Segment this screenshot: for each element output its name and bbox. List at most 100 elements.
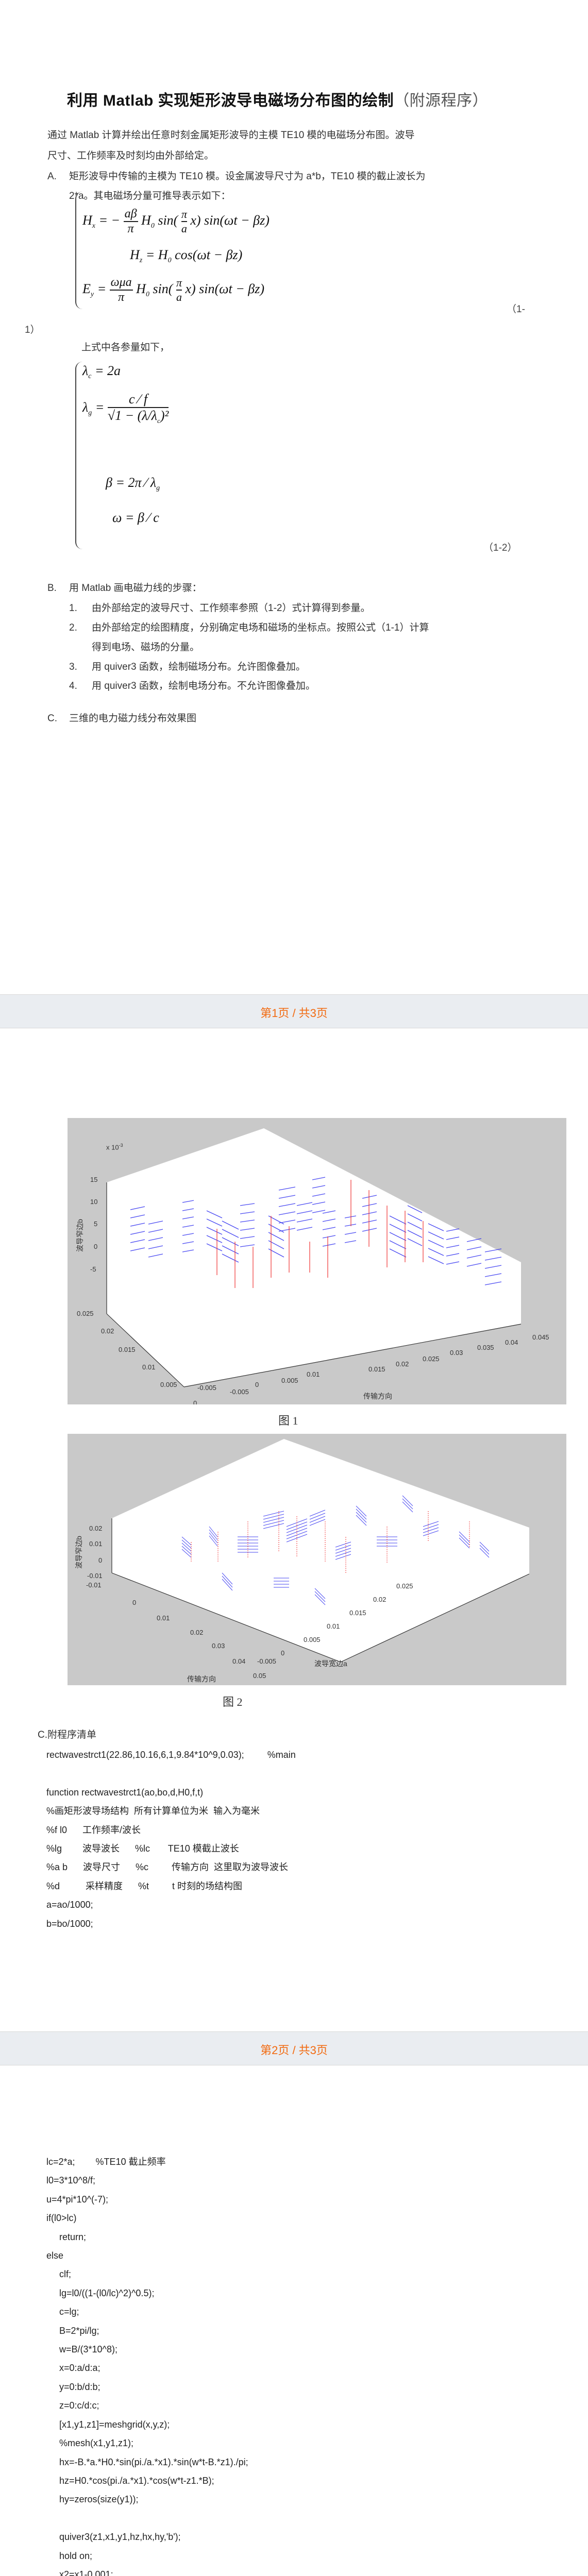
- code-line: c=lg;: [46, 2307, 79, 2317]
- y-tick: 0.005: [160, 1381, 177, 1388]
- intro-line-1: 通过 Matlab 计算并绘出任意时刻金属矩形波导的主模 TE10 模的电磁场分…: [47, 130, 415, 141]
- code-line: function rectwavestrct1(ao,bo,d,H0,f,t): [46, 1787, 204, 1798]
- z-axis-label: 波导窄边b: [74, 1536, 83, 1569]
- code-line: x=0:a/d:a;: [46, 2363, 100, 2374]
- equation-lambda-c: λc = 2a: [82, 363, 121, 381]
- z-tick: 15: [90, 1176, 98, 1183]
- z-tick: -5: [90, 1265, 96, 1273]
- x-tick: 0.03: [450, 1349, 463, 1357]
- x-tick: 0.01: [307, 1370, 320, 1378]
- x-tick: 0.015: [368, 1365, 385, 1373]
- step-text: 用 quiver3 函数，绘制磁场分布。允许图像叠加。: [92, 662, 306, 672]
- code-line: [46, 2509, 423, 2528]
- code-line: lc=2*a; %TE10 截止频率: [46, 2157, 166, 2167]
- step-number: 4.: [69, 681, 77, 691]
- x-tick: 0.04: [232, 1657, 246, 1665]
- title-main: 利用 Matlab 实现矩形波导电磁场分布图的绘制: [67, 92, 394, 109]
- left-brace: [75, 192, 82, 309]
- code-listing-page-3: lc=2*a; %TE10 截止频率 l0=3*10^8/f; u=4*pi*1…: [46, 2153, 423, 2576]
- x-tick: -0.005: [230, 1388, 249, 1396]
- section-a-line-1: 矩形波导中传输的主模为 TE10 模。设金属波导尺寸为 a*b，TE10 模的截…: [69, 171, 426, 182]
- intro-line-2: 尺寸、工作频率及时刻均由外部给定。: [47, 150, 214, 161]
- code-line: a=ao/1000;: [46, 1900, 93, 1910]
- y-tick: 0.02: [101, 1327, 114, 1335]
- params-intro: 上式中各参量如下，: [81, 342, 170, 353]
- code-line: clf;: [46, 2269, 72, 2280]
- code-line: u=4*pi*10^(-7);: [46, 2194, 109, 2205]
- x-tick: 0.025: [423, 1355, 440, 1363]
- section-c-heading: 三维的电力磁力线分布效果图: [69, 713, 197, 724]
- section-c-marker: C.: [47, 713, 57, 724]
- figure-1-canvas: [106, 1128, 522, 1387]
- figure-1-caption: 图 1: [278, 1414, 298, 1427]
- code-line: B=2*pi/lg;: [46, 2325, 99, 2336]
- x-tick: 0.02: [190, 1629, 204, 1636]
- x-tick: 0.03: [212, 1642, 225, 1650]
- title-sub: （附源程序）: [394, 92, 489, 109]
- z-tick: 10: [90, 1198, 98, 1206]
- x-tick: 0.005: [281, 1377, 298, 1384]
- x-tick: 0.01: [157, 1614, 170, 1622]
- code-line: z=0:c/d:c;: [46, 2400, 99, 2411]
- y-tick: 0.005: [304, 1636, 321, 1643]
- equation-beta: β = 2π ⁄ λg: [106, 475, 160, 493]
- step-text: 用 quiver3 函数，绘制电场分布。不允许图像叠加。: [92, 681, 315, 691]
- page-separator-2: 第2页 / 共3页: [0, 2031, 588, 2065]
- y-tick: -0.005: [257, 1657, 276, 1665]
- section-b-marker: B.: [47, 583, 57, 594]
- page-indicator: 第2页 / 共3页: [260, 2044, 328, 2057]
- code-line: hz=H0.*cos(pi./a.*x1).*cos(w*t-z1.*B);: [46, 2475, 214, 2486]
- z-tick: -0.01: [87, 1572, 103, 1580]
- code-line: %mesh(x1,y1,z1);: [46, 2438, 134, 2449]
- y-tick: 0.025: [77, 1310, 94, 1317]
- z-axis-label: 波导窄边b: [75, 1219, 84, 1252]
- equation-number-part2: 1）: [25, 325, 40, 335]
- code-line: hx=-B.*a.*H0.*sin(pi./a.*x1).*sin(w*t-B.…: [46, 2456, 248, 2467]
- left-brace: [75, 362, 82, 549]
- x-axis-label: 传输方向: [363, 1392, 392, 1400]
- figure-2-quiver-plot: 0.02 0.01 0 -0.01 波导窄边b -0.01 0 0.01 0.0…: [68, 1434, 566, 1685]
- code-line: %a b 波导尺寸 %c 传输方向 这里取为波导波长: [46, 1862, 289, 1873]
- y-tick: 0.01: [142, 1363, 156, 1371]
- y-tick: 0.015: [349, 1609, 366, 1617]
- z-tick: 0.01: [89, 1540, 103, 1548]
- code-line: %d 采样精度 %t t 时刻的场结构图: [46, 1880, 243, 1891]
- code-line: rectwavestrct1(22.86,10.16,6,1,9.84*10^9…: [46, 1750, 296, 1760]
- equation-number-part1: （1-: [507, 304, 525, 315]
- x-tick: 0: [132, 1599, 137, 1606]
- step-text: 由外部给定的波导尺寸、工作频率参照（1-2）式计算得到参量。: [92, 603, 371, 614]
- step-number: 3.: [69, 662, 77, 672]
- y-tick: 0.01: [327, 1622, 340, 1630]
- code-line: return;: [46, 2231, 87, 2242]
- page-indicator: 第1页 / 共3页: [260, 1007, 328, 1020]
- code-listing-page-2: rectwavestrct1(22.86,10.16,6,1,9.84*10^9…: [46, 1745, 296, 1933]
- y-axis-label: 波导宽边a: [314, 1659, 347, 1668]
- step-text-continued: 得到电场、磁场的分量。: [92, 642, 200, 653]
- step-number: 1.: [69, 603, 77, 614]
- y-tick: 0.015: [119, 1346, 136, 1353]
- code-line: quiver3(z1,x1,y1,hz,hx,hy,'b');: [46, 2532, 181, 2543]
- code-line: l0=3*10^8/f;: [46, 2175, 96, 2186]
- x-tick: 0.02: [396, 1360, 409, 1368]
- z-tick: 5: [94, 1220, 98, 1228]
- code-line: %f l0 工作频率/波长: [46, 1824, 141, 1835]
- code-line: x2=x1-0.001;: [46, 2569, 113, 2576]
- code-line: %画矩形波导场结构 所有计算单位为米 输入为毫米: [46, 1806, 260, 1817]
- x-axis-label: 传输方向: [187, 1675, 216, 1683]
- z-tick: 0: [98, 1556, 103, 1564]
- x-tick: 0.04: [505, 1338, 518, 1346]
- page-separator-1: 第1页 / 共3页: [0, 994, 588, 1028]
- x-tick: 0.035: [477, 1344, 494, 1351]
- step-number: 2.: [69, 622, 77, 633]
- equation-omega: ω = β ⁄ c: [112, 510, 159, 525]
- y-tick: 0: [281, 1649, 285, 1657]
- y-tick: 0.02: [373, 1596, 387, 1603]
- document-title: 利用 Matlab 实现矩形波导电磁场分布图的绘制（附源程序）: [67, 88, 488, 110]
- x-tick: 0.05: [253, 1672, 266, 1680]
- section-b-heading: 用 Matlab 画电磁力线的步骤：: [69, 583, 202, 594]
- code-line: else: [46, 2250, 64, 2261]
- step-text: 由外部给定的绘图精度，分别确定电场和磁场的坐标点。按照公式（1-1）计算: [92, 622, 429, 633]
- code-line: [46, 1764, 296, 1783]
